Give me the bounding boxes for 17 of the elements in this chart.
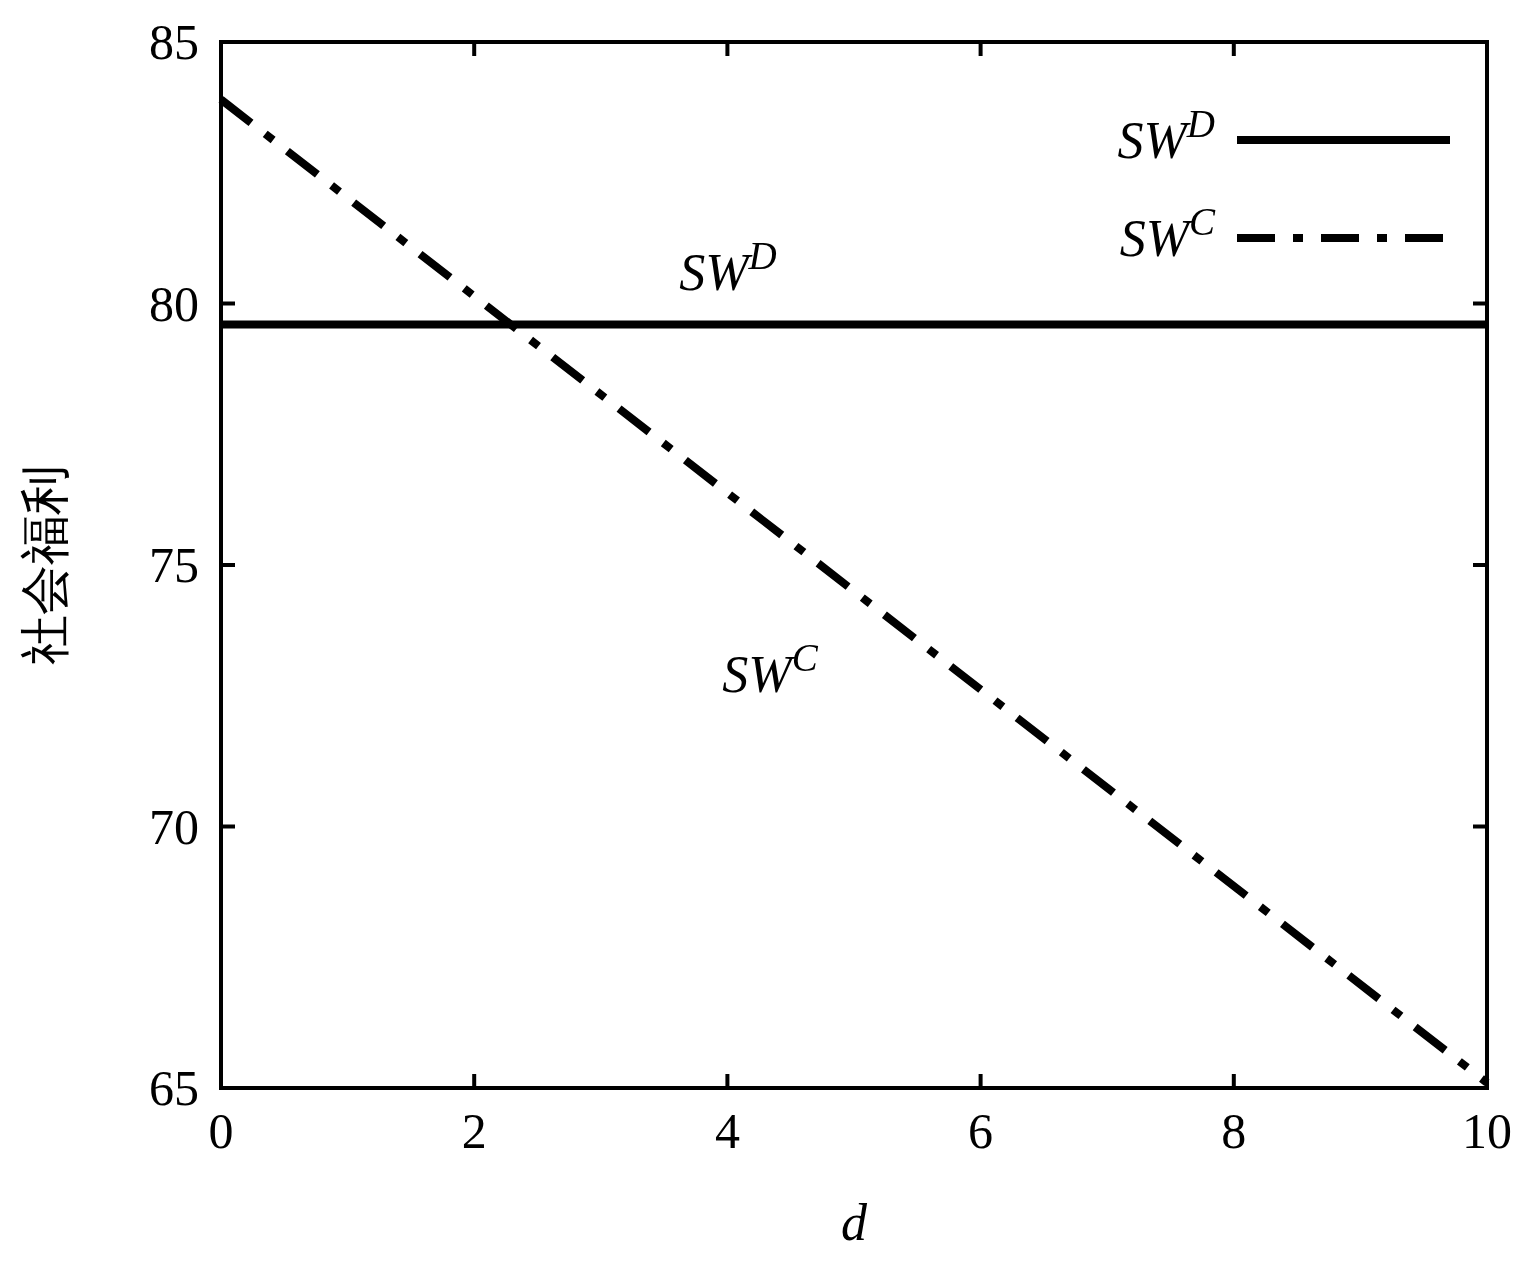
x-tick-label: 10: [1462, 1103, 1512, 1159]
y-tick-label: 80: [149, 275, 199, 332]
annotation: SW$^{C}$: [722, 635, 819, 703]
x-tick-label: 0: [208, 1103, 234, 1159]
y-axis-title: 社会福利: [16, 465, 74, 665]
x-tick-label: 4: [714, 1103, 740, 1159]
x-tick-label: 2: [461, 1103, 487, 1159]
x-tick-label: 8: [1221, 1103, 1247, 1159]
legend-label: SW$^{C}$: [1119, 199, 1216, 267]
annotation: SW$^{D}$: [679, 233, 777, 301]
x-tick-label: 6: [968, 1103, 994, 1159]
x-axis-title: d: [841, 1194, 868, 1251]
y-tick-label: 65: [149, 1060, 199, 1116]
legend-label: SW$^{D}$: [1117, 101, 1215, 169]
y-tick-label: 85: [149, 14, 199, 70]
y-tick-label: 70: [149, 798, 199, 855]
y-tick-label: 75: [149, 537, 199, 593]
